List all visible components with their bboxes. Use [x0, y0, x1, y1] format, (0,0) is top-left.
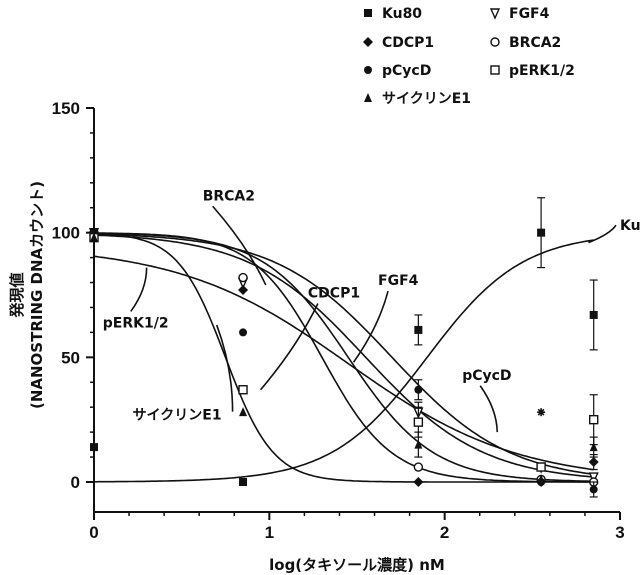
leader-line — [131, 268, 147, 312]
legend-label-pCycD: pCycD — [382, 63, 431, 79]
legend-label-BRCA2: BRCA2 — [509, 35, 561, 51]
legend-marker-サイクリンE1 — [364, 93, 372, 102]
legend-marker-pERK1/2 — [491, 66, 499, 74]
legend-label-CDCP1: CDCP1 — [382, 35, 434, 51]
curve-label-BRCA2: BRCA2 — [203, 188, 255, 204]
axes: 0 50 100 150 0 1 2 3 log(タキソール濃度) nM 発現値(NANOSTRI… — [8, 99, 625, 574]
data-points — [89, 198, 599, 497]
point-pERK1/2 — [590, 416, 598, 424]
point-Ku80 — [537, 229, 545, 237]
curve-label-FGF4: FGF4 — [378, 273, 419, 289]
y-tick-label: 150 — [52, 99, 80, 118]
legend-label-サイクリンE1: サイクリンE1 — [382, 91, 471, 107]
dose-response-chart: 0 50 100 150 0 1 2 3 log(タキソール濃度) nM 発現値(NANOSTRI… — [0, 0, 640, 575]
legend-marker-pCycD — [364, 66, 372, 74]
legend-marker-CDCP1 — [363, 37, 373, 47]
leader-line — [480, 386, 497, 432]
x-tick-label: 0 — [89, 523, 98, 542]
point-extra — [537, 408, 545, 416]
curve-label-pCycD: pCycD — [462, 368, 511, 384]
point-CDCP1 — [413, 477, 423, 487]
point-pERK1/2 — [414, 418, 422, 426]
y-axis-title: 発現値 — [8, 272, 26, 318]
curve-labels: BRCA2 CDCP1 FGF4 pERK1/2 pCycD サイクリンE1 Ku80 — [103, 188, 640, 432]
legend-label-pERK1/2: pERK1/2 — [509, 63, 575, 79]
y-tick-label: 50 — [61, 348, 80, 367]
point-pCycD — [239, 328, 247, 336]
point-pCycD — [414, 386, 422, 394]
curve-FGF4 — [94, 235, 594, 477]
legend: Ku80 FGF4 CDCP1 BRCA2 pCycD pERK1/2 サイクリンE1 — [363, 6, 575, 107]
point-pERK1/2 — [239, 386, 247, 394]
point-Ku80 — [590, 311, 598, 319]
point-Ku80 — [90, 443, 98, 451]
point-CDCP1 — [589, 457, 599, 467]
legend-marker-Ku80 — [364, 9, 372, 17]
point-Ku80 — [414, 326, 422, 334]
legend-label-FGF4: FGF4 — [509, 6, 550, 22]
curve-label-Ku80: Ku80 — [620, 218, 640, 234]
point-Ku80 — [239, 478, 247, 486]
x-tick-label: 3 — [615, 523, 624, 542]
curve-label-pERK1/2: pERK1/2 — [103, 315, 169, 331]
curve-label-CDCP1: CDCP1 — [308, 285, 360, 301]
point-CDCP1 — [238, 285, 248, 295]
leader-line — [353, 291, 388, 362]
x-tick-label: 1 — [265, 523, 274, 542]
x-axis-title: log(タキソール濃度) nM — [269, 556, 445, 574]
y-tick-label: 100 — [52, 224, 80, 243]
point-pCycD — [590, 485, 598, 493]
leader-line — [261, 303, 318, 389]
curve-label-サイクリンE1: サイクリンE1 — [133, 408, 222, 424]
y-tick-label: 0 — [71, 473, 80, 492]
point-pERK1/2 — [537, 463, 545, 471]
point-BRCA2 — [414, 463, 422, 471]
legend-marker-FGF4 — [491, 9, 499, 18]
x-tick-label: 2 — [440, 523, 449, 542]
fitted-curves — [94, 233, 594, 482]
point-サイクリンE1 — [590, 442, 598, 451]
legend-marker-BRCA2 — [491, 38, 499, 46]
legend-label-Ku80: Ku80 — [382, 6, 422, 22]
point-BRCA2 — [239, 274, 247, 282]
y-axis-subtitle: (NANOSTRING DNAカウント) — [28, 181, 46, 409]
